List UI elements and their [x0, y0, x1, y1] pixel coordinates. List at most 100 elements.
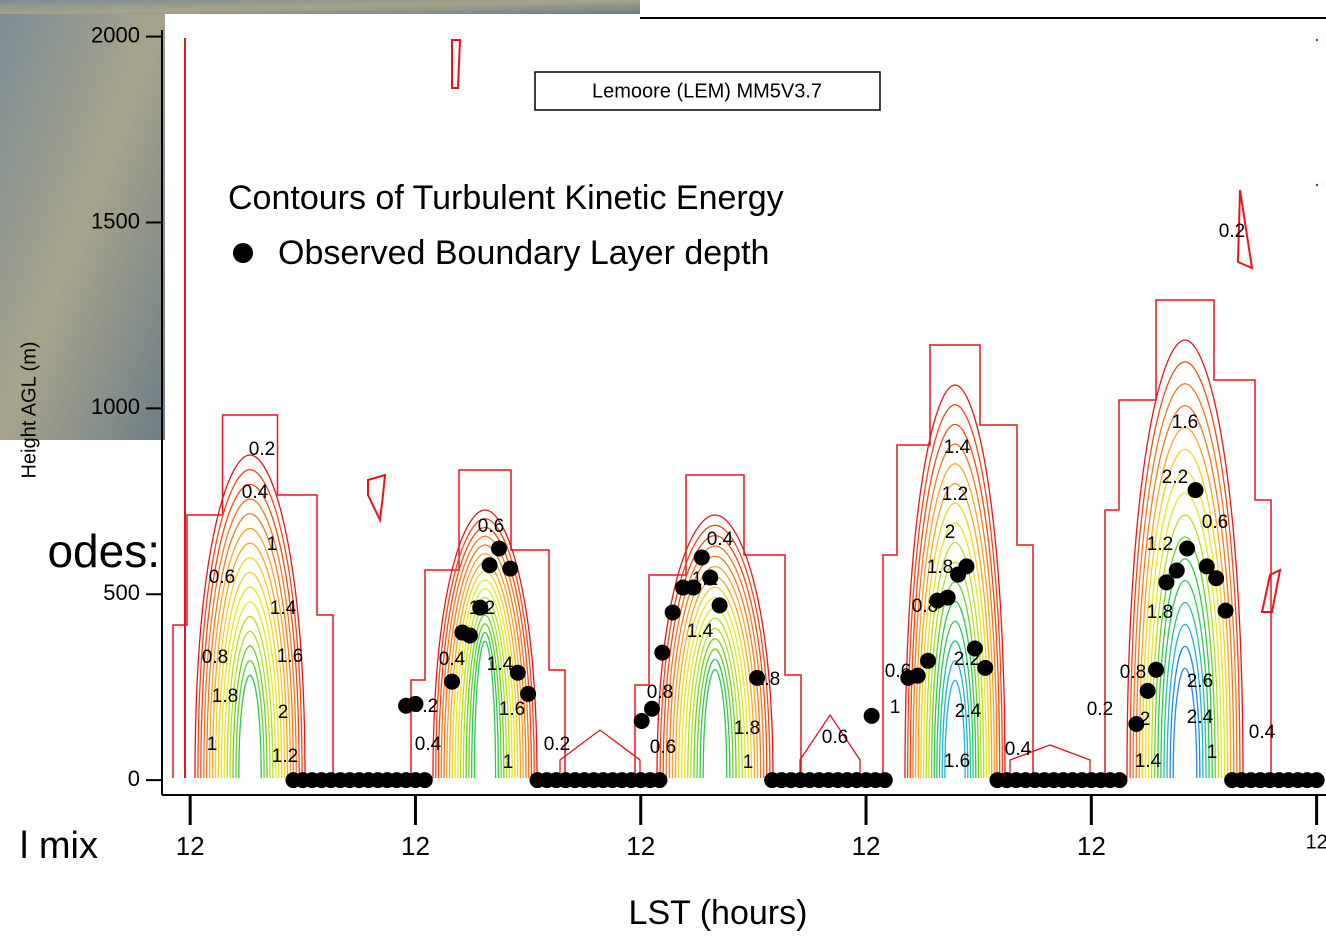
contour-label: 1.2	[1147, 534, 1173, 555]
side-text: l mix	[20, 825, 98, 867]
contour-line	[696, 648, 734, 779]
contour-line	[1126, 339, 1244, 779]
y-tick-label: 2000	[91, 22, 140, 47]
contour-line	[933, 600, 977, 779]
data-point	[711, 597, 728, 614]
data-point	[472, 599, 489, 616]
contour-label: 2.6	[1187, 671, 1213, 692]
data-point	[633, 713, 650, 730]
y-tick-label: 1500	[91, 208, 140, 233]
x-tick-label: 12	[176, 831, 205, 861]
data-point	[444, 673, 461, 690]
data-point	[1111, 772, 1128, 789]
contour-label: 1	[1207, 742, 1218, 763]
contour-line	[938, 640, 972, 779]
data-point	[461, 627, 478, 644]
contour-label: 1.6	[277, 646, 303, 667]
contour-line	[459, 596, 511, 779]
contour-label: 1.8	[734, 718, 760, 739]
contour-field	[172, 299, 1272, 779]
contour-label: 1	[207, 734, 218, 755]
data-point	[977, 659, 994, 676]
contour-label: 0.8	[1120, 662, 1146, 683]
contour-line	[907, 404, 1003, 779]
contour-label: 0.4	[242, 482, 269, 503]
contour-label: 0.2	[1219, 221, 1245, 242]
contour-line	[468, 623, 502, 779]
contour-line	[1169, 645, 1201, 779]
contour-label: 0.4	[1249, 722, 1276, 743]
contour-line	[681, 596, 749, 779]
contour-line	[1135, 404, 1235, 779]
contour-label: 0.6	[1202, 512, 1228, 533]
contour-line	[220, 586, 280, 779]
contour-label: 1.4	[270, 598, 297, 619]
contour-label: 1	[743, 752, 754, 773]
contour-line	[432, 509, 538, 779]
contour-line	[200, 483, 300, 779]
contour-label: 0.4	[415, 734, 442, 755]
data-point	[876, 772, 893, 789]
data-point	[749, 669, 766, 686]
contour-label: 1	[503, 752, 514, 773]
contour-line	[1151, 514, 1219, 779]
contour-line	[1129, 361, 1241, 779]
contour-label: 1.8	[1147, 602, 1173, 623]
contour-line	[232, 645, 268, 779]
contour-label: 0.8	[647, 682, 673, 703]
data-point	[509, 664, 526, 681]
contour-label: 1.8	[212, 686, 238, 707]
data-point	[654, 644, 671, 661]
contour-label: 1.2	[942, 484, 968, 505]
contour-line	[217, 571, 283, 779]
contour-line	[882, 344, 1034, 778]
background-photo	[0, 0, 165, 440]
contour-label: 2	[278, 702, 289, 723]
contour-label: 2.2	[1162, 467, 1188, 488]
contour-line	[211, 542, 289, 779]
data-point	[919, 652, 936, 669]
x-tick-label: 12	[626, 831, 655, 861]
contour-line	[206, 513, 294, 779]
background-photo	[0, 0, 640, 14]
contour-line	[662, 534, 768, 779]
data-point	[1179, 540, 1196, 557]
contour-line	[799, 713, 861, 778]
side-text: odes:	[47, 525, 160, 577]
contour-label: 1.4	[487, 654, 514, 675]
data-point	[1139, 682, 1156, 699]
contour-line	[471, 631, 499, 779]
legend-marker	[233, 243, 253, 263]
contour-line	[440, 535, 530, 779]
contour-line	[208, 527, 292, 779]
contour-line	[194, 454, 306, 779]
contour-line	[914, 463, 996, 779]
contour-label: 1.6	[499, 699, 525, 720]
contour-line	[1160, 579, 1210, 779]
contour-line	[367, 39, 1318, 613]
contour-line	[1157, 558, 1213, 779]
data-point	[685, 579, 702, 596]
contour-label: 0.8	[202, 647, 228, 668]
contour-label: 0.4	[1005, 739, 1032, 760]
x-tick-label: 12	[852, 831, 881, 861]
data-point	[664, 604, 681, 621]
contour-label: 1.4	[944, 437, 971, 458]
contour-line	[197, 469, 303, 779]
y-tick-label: 500	[103, 580, 140, 605]
contour-line	[457, 588, 513, 779]
contour-label: 1.2	[272, 746, 298, 767]
contour-line	[941, 659, 969, 779]
contour-label: 2.4	[955, 701, 982, 722]
contour-label: 0.4	[707, 529, 734, 550]
contour-line	[559, 729, 641, 778]
contour-label: 1	[267, 534, 278, 555]
contour-label: 0.6	[650, 737, 676, 758]
contour-line	[659, 524, 771, 779]
contour-line	[235, 659, 265, 779]
data-point	[1198, 558, 1215, 575]
legend-box	[534, 71, 881, 111]
data-point	[490, 540, 507, 557]
y-tick-label: 1000	[91, 394, 140, 419]
